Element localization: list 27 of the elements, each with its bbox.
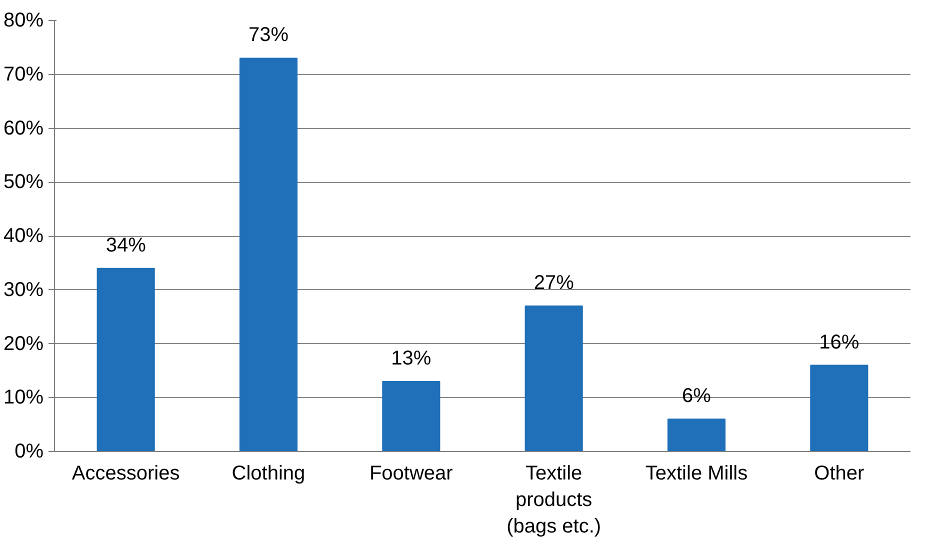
data-label: 34%: [106, 234, 146, 256]
data-label: 13%: [391, 347, 432, 370]
x-tick-label: Footwear: [369, 462, 454, 484]
bar: [810, 364, 868, 452]
y-tick-label: 80%: [3, 10, 44, 32]
data-label: 73%: [248, 24, 289, 46]
data-label: 6%: [682, 385, 712, 408]
x-tick-label: Accessories: [72, 462, 180, 484]
data-label: 16%: [819, 331, 860, 354]
y-tick-label: 20%: [3, 332, 44, 355]
bar: [239, 58, 298, 452]
x-tick-label: Textile Mills: [645, 462, 748, 484]
y-tick-label: 40%: [3, 225, 44, 247]
bar: [524, 306, 583, 452]
x-tick-label: Textile products (bags etc.): [506, 462, 602, 538]
x-tick-label: Clothing: [232, 462, 306, 484]
y-tick-label: 10%: [3, 386, 44, 409]
y-tick-label: 0%: [14, 440, 44, 462]
y-tick-label: 50%: [3, 171, 44, 194]
bar: [382, 380, 440, 452]
y-tick-label: 30%: [3, 278, 44, 301]
bar: [667, 418, 726, 452]
y-tick-label: 60%: [3, 117, 44, 140]
y-tick-label: 70%: [3, 63, 44, 86]
data-label: 27%: [534, 272, 574, 294]
bar: [96, 268, 155, 452]
x-tick-label: Other: [814, 462, 865, 484]
